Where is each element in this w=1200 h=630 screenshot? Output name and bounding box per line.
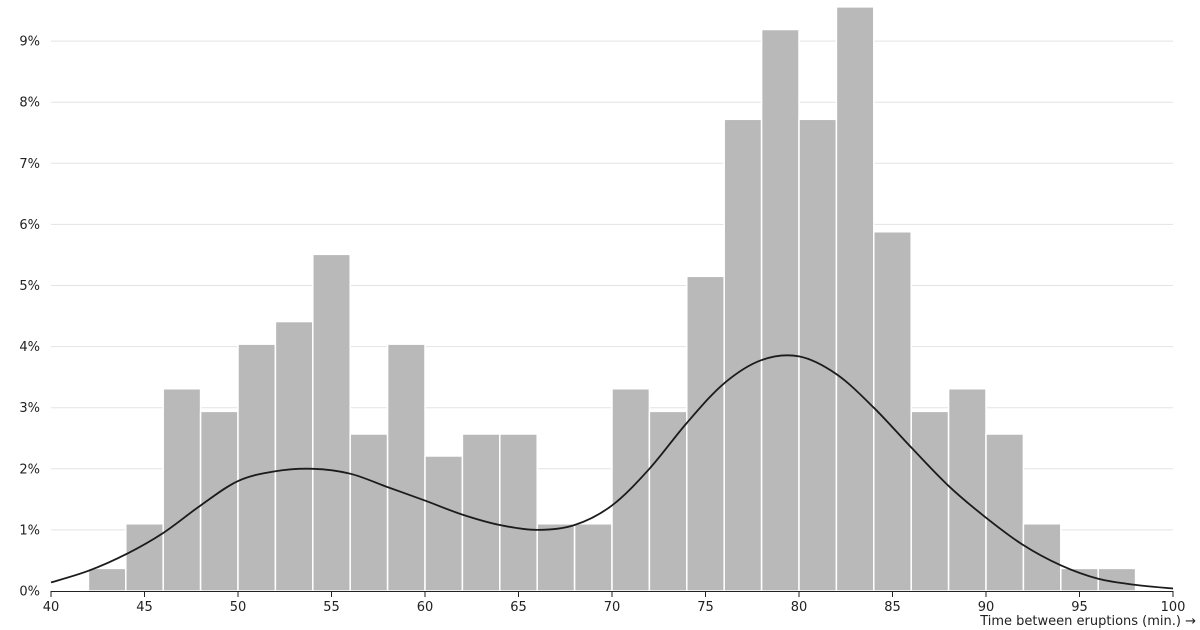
histogram-bar [648, 410, 688, 592]
x-tick-label: 95 [1071, 600, 1088, 615]
x-tick-label: 70 [604, 600, 621, 615]
y-tick-label: 5% [19, 279, 40, 294]
histogram-bar [760, 28, 800, 592]
x-tick-label: 40 [43, 600, 60, 615]
histogram-bar [349, 433, 389, 592]
histogram-bar [536, 523, 576, 592]
histogram-bars [87, 6, 1137, 592]
histogram-bar [611, 388, 651, 592]
histogram-bar [424, 455, 464, 592]
histogram-bar [686, 275, 725, 592]
x-axis-ticks: 40 45 50 55 60 65 70 75 80 85 90 95 100 [43, 591, 1186, 615]
y-tick-label: 4% [19, 340, 40, 355]
histogram-bar [125, 523, 164, 592]
x-tick-label: 100 [1161, 600, 1186, 615]
histogram-bar [835, 6, 875, 592]
histogram-bar [723, 118, 763, 592]
y-tick-label: 8% [19, 96, 40, 111]
histogram-bar [573, 523, 613, 592]
y-tick-label: 6% [19, 218, 40, 233]
histogram-bar [312, 253, 351, 592]
histogram-bar [237, 343, 277, 592]
histogram-bar [1060, 567, 1099, 592]
y-tick-label: 9% [19, 35, 40, 50]
y-axis-tick-labels: 0% 1% 2% 3% 4% 5% 6% 7% 8% 9% [19, 35, 40, 600]
x-tick-label: 65 [510, 600, 527, 615]
y-tick-label: 3% [19, 401, 40, 416]
x-tick-label: 45 [136, 600, 153, 615]
y-tick-label: 2% [19, 462, 40, 477]
y-tick-label: 0% [19, 585, 40, 600]
histogram-bar [499, 433, 538, 592]
x-tick-label: 80 [791, 600, 808, 615]
x-tick-label: 50 [230, 600, 247, 615]
density-curve [50, 354, 1174, 590]
histogram-bar [274, 320, 314, 592]
x-tick-label: 75 [697, 600, 714, 615]
x-axis-title: Time between eruptions (min.) → [979, 614, 1196, 629]
histogram-bar [1022, 523, 1062, 592]
histogram-bar [386, 343, 426, 592]
histogram-bar [162, 388, 202, 592]
x-tick-label: 85 [884, 600, 901, 615]
x-tick-label: 90 [978, 600, 995, 615]
x-tick-label: 60 [417, 600, 434, 615]
histogram-bar [910, 410, 950, 592]
histogram-bar [873, 230, 912, 592]
histogram-bar [985, 433, 1025, 592]
histogram-bar [461, 433, 501, 592]
histogram-bar [798, 118, 838, 592]
y-tick-label: 7% [19, 157, 40, 172]
y-tick-label: 1% [19, 523, 40, 538]
x-tick-label: 55 [323, 600, 340, 615]
histogram-bar [87, 567, 127, 592]
